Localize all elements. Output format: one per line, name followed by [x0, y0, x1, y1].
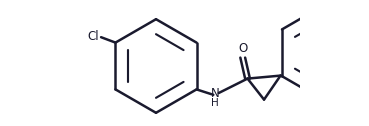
Text: Cl: Cl	[87, 30, 99, 43]
Text: N: N	[211, 87, 220, 100]
Text: H: H	[211, 98, 219, 108]
Text: O: O	[238, 42, 247, 55]
